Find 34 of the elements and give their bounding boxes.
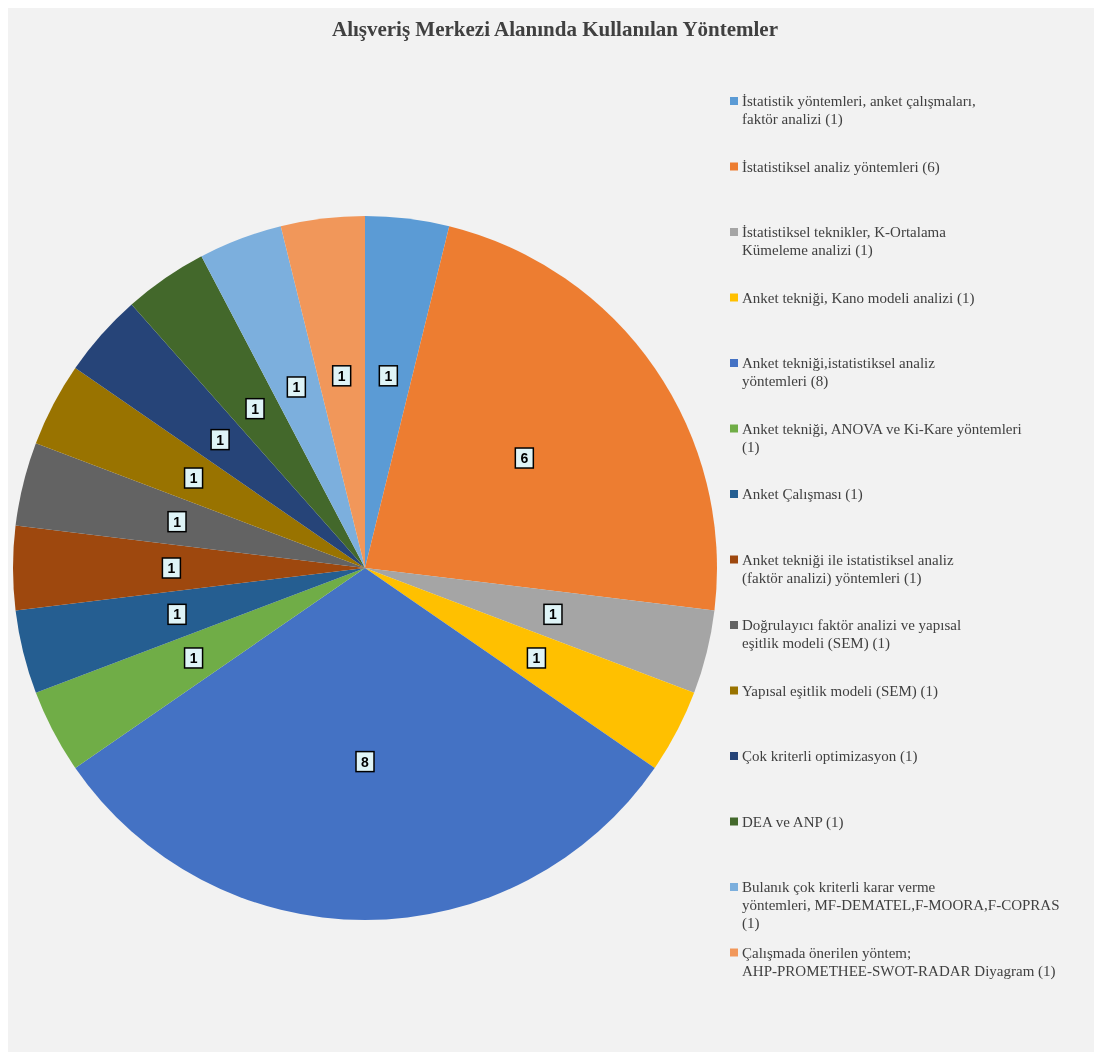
legend-label: Anket tekniği ile istatistiksel analiz (faktör analizi) yöntemleri (1): [742, 551, 954, 587]
data-label: 1: [384, 367, 393, 384]
data-label: 1: [173, 606, 182, 623]
chart-title: Alışveriş Merkezi Alanında Kullanılan Yöntemler: [331, 17, 779, 41]
pie-slice: [280, 216, 365, 568]
data-label: 1: [167, 559, 176, 576]
pie-slice: [365, 216, 450, 568]
legend-label: DEA ve ANP (1): [742, 813, 844, 831]
data-label: 1: [189, 469, 198, 486]
pie-slice: [201, 226, 365, 568]
data-label: 1: [189, 649, 198, 666]
data-label: 1: [337, 367, 346, 384]
legend-label: Bulanık çok kriterli karar verme yöntemleri, MF-DEMATEL,F-MOORA,F-COPRAS (1): [742, 879, 1060, 932]
legend-label: İstatistiksel teknikler, K-Ortalama Kümeleme analizi (1): [742, 224, 947, 259]
data-label: 1: [549, 606, 558, 623]
data-label: 8: [361, 753, 370, 770]
data-label: 1: [173, 513, 182, 530]
pie-slice: [365, 226, 717, 611]
legend-label: Anket tekniği,istatistiksel analiz yöntemleri (8): [742, 355, 936, 390]
legend-label: Doğrulayıcı faktör analizi ve yapısal eşitlik modeli (SEM) (1): [742, 617, 962, 652]
legend-label: İstatistiksel analiz yöntemleri (6): [742, 158, 940, 176]
legend-label: Çok kriterli optimizasyon (1): [742, 748, 918, 765]
data-label: 1: [216, 431, 225, 448]
pie-slice: [365, 568, 715, 693]
legend-label: Anket tekniği, ANOVA ve Ki-Kare yöntemleri (1): [742, 420, 1022, 456]
data-label: 1: [532, 649, 541, 666]
data-label: 1: [292, 378, 301, 395]
legend-label: Çalışmada önerilen yöntem; AHP-PROMETHEE-SWOT-RADAR Diyagram (1): [742, 944, 1056, 980]
legend-label: Anket Çalışması (1): [742, 486, 863, 503]
legend-label: İstatistik yöntemleri, anket çalışmaları, faktör analizi (1): [742, 93, 976, 128]
legend-label: Yapısal eşitlik modeli (SEM) (1): [742, 682, 938, 700]
legend-label: Anket tekniği, Kano modeli analizi (1): [742, 289, 975, 307]
data-label: 1: [251, 400, 260, 417]
data-label: 6: [520, 449, 529, 466]
